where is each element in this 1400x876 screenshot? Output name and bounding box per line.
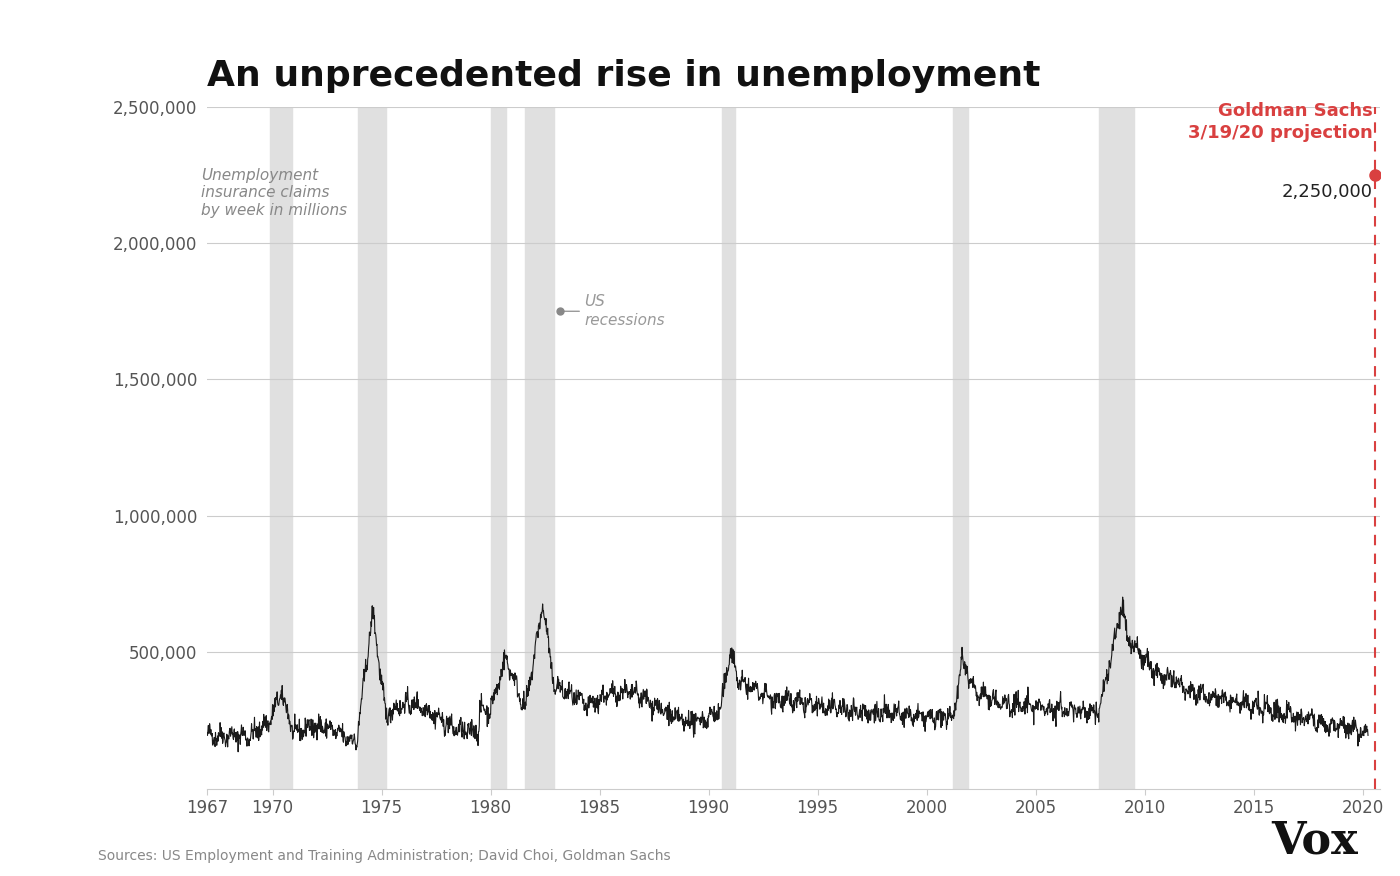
Text: Unemployment
insurance claims
by week in millions: Unemployment insurance claims by week in…: [202, 168, 347, 218]
Bar: [357, 107, 386, 788]
Text: 2,250,000: 2,250,000: [1282, 183, 1373, 201]
Bar: [490, 107, 505, 788]
Bar: [270, 107, 293, 788]
Text: An unprecedented rise in unemployment: An unprecedented rise in unemployment: [207, 59, 1040, 93]
Bar: [721, 107, 735, 788]
Text: US
recessions: US recessions: [584, 294, 665, 328]
Bar: [953, 107, 967, 788]
Bar: [525, 107, 554, 788]
Text: Vox: Vox: [1271, 820, 1358, 863]
Text: Sources: US Employment and Training Administration; David Choi, Goldman Sachs: Sources: US Employment and Training Admi…: [98, 849, 671, 863]
Bar: [1099, 107, 1134, 788]
Text: Goldman Sachs
3/19/20 projection: Goldman Sachs 3/19/20 projection: [1189, 102, 1373, 142]
